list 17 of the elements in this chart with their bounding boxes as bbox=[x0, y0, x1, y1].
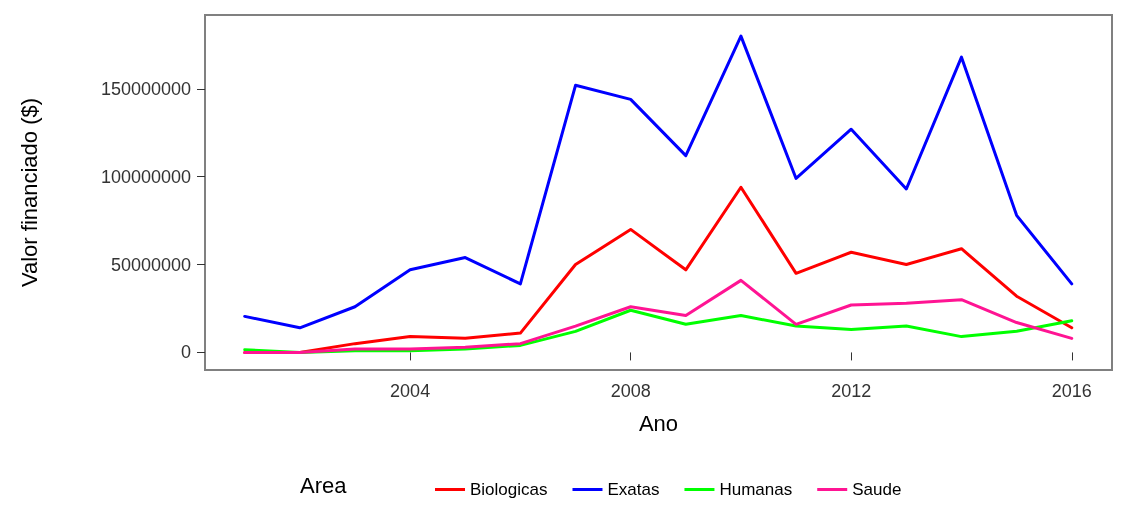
line-series bbox=[243, 278, 1074, 354]
x-tick-label: 2012 bbox=[831, 381, 872, 401]
legend-label: Exatas bbox=[607, 480, 660, 499]
y-axis-title: Valor financiado ($) bbox=[16, 97, 42, 288]
x-tick-label: 2008 bbox=[610, 381, 651, 401]
y-tick-label: 150000000 bbox=[100, 78, 191, 99]
legend-label: Saude bbox=[852, 480, 902, 499]
y-tick-label: 100000000 bbox=[100, 166, 191, 187]
legend-label: Humanas bbox=[719, 480, 793, 499]
x-axis-title: Ano bbox=[638, 410, 679, 436]
legend-label: Biologicas bbox=[470, 480, 548, 499]
x-tick-label: 2016 bbox=[1051, 381, 1092, 401]
legend-title: Area bbox=[300, 472, 348, 498]
y-tick-label: 50000000 bbox=[110, 254, 191, 275]
line-series bbox=[243, 34, 1074, 330]
y-tick-label: 0 bbox=[180, 342, 191, 363]
x-tick-label: 2004 bbox=[390, 381, 431, 401]
